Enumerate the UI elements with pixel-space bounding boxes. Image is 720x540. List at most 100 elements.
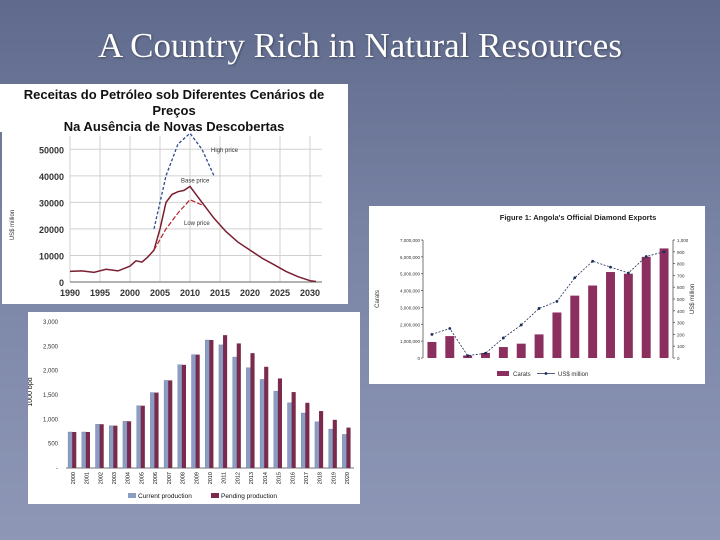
carats-bar <box>570 295 580 358</box>
y-tick-label: 4,000,000 <box>400 289 421 294</box>
usd-point <box>555 299 559 303</box>
legend-swatch-current <box>128 493 136 498</box>
current-production-bar <box>218 344 224 469</box>
carats-bar <box>552 312 562 358</box>
y-axis-label: US$ million <box>10 210 16 240</box>
carats-bar <box>641 256 651 358</box>
y-tick-label: 1,000 <box>43 417 59 423</box>
x-tick-label: 2030 <box>300 288 320 298</box>
y-tick-label: 6,000,000 <box>400 255 421 260</box>
series-annotation: Base price <box>181 178 210 184</box>
pending-production-bar <box>72 431 77 468</box>
y2-tick-label: 300 <box>677 321 685 326</box>
oil-production-chart: - 500 1,000 1,500 2,000 2,500 3,000 1000 bpd 200… <box>28 320 354 500</box>
usd-point <box>662 250 666 254</box>
current-production-bar <box>301 412 306 469</box>
y2-tick-label: 900 <box>677 250 685 255</box>
current-production-bar <box>109 425 114 469</box>
legend-label-usd: US$ million <box>558 372 588 378</box>
pending-production-bar <box>291 392 296 468</box>
pending-production-bar <box>264 366 269 468</box>
current-production-bar <box>163 380 169 469</box>
y-axis-label: 1000 bpd <box>28 377 34 406</box>
x-tick-label: 1990 <box>60 288 80 298</box>
y2-tick-label: 800 <box>677 262 685 267</box>
current-production-bar <box>95 424 100 469</box>
y-tick-label: 7,000,000 <box>400 238 421 243</box>
y-tick-label: 3,000,000 <box>400 305 421 310</box>
y-tick-label: 20000 <box>39 225 64 235</box>
x-tick-label: 2010 <box>208 472 214 484</box>
chart-title: Figure 1: Angola's Official Diamond Expo… <box>500 213 657 222</box>
current-production-bar <box>232 356 237 469</box>
carats-bar <box>534 334 544 358</box>
x-tick-label: 2017 <box>304 472 310 484</box>
x-tick-label: 1995 <box>90 288 110 298</box>
series-line-low-price <box>153 198 203 251</box>
y2-tick-label: 600 <box>677 285 685 290</box>
usd-point <box>466 354 470 358</box>
x-tick-label: 2000 <box>120 288 140 298</box>
x-tick-label: 2018 <box>318 472 324 484</box>
pending-production-bar <box>332 419 337 468</box>
carats-bar <box>481 352 490 358</box>
current-production-bar <box>150 392 155 469</box>
y2-axis-label: US$ million <box>690 284 696 314</box>
usd-point <box>537 307 541 310</box>
legend-swatch-pending <box>211 493 219 498</box>
pending-production-bar <box>277 378 282 468</box>
usd-point <box>609 265 612 269</box>
pending-production-bar <box>236 343 241 468</box>
pending-production-bar <box>113 425 118 468</box>
y-tick-label: 40000 <box>39 172 64 182</box>
y-tick-label: 1,000,000 <box>400 339 421 344</box>
pending-production-bar <box>319 411 324 468</box>
carats-bar <box>623 273 633 358</box>
caption-line-3: Na Ausência de Novas Descobertas <box>63 119 285 134</box>
current-production-bar <box>314 421 320 469</box>
usd-point <box>591 259 595 263</box>
pending-production-bar <box>195 354 200 468</box>
current-production-bar <box>136 405 141 469</box>
usd-point <box>501 336 505 340</box>
legend-label-pending: Pending production <box>221 493 277 500</box>
carats-bar <box>606 272 615 358</box>
oil-revenue-panel: 0 10000 20000 30000 40000 50000 1990 1995 2000 20… <box>2 132 348 304</box>
legend-label-carats: Carats <box>513 372 531 378</box>
current-production-bar <box>205 339 210 469</box>
y2-tick-label: 700 <box>677 273 685 278</box>
y2-tick-label: 200 <box>677 332 685 337</box>
carats-bar <box>427 341 437 358</box>
oil-revenue-chart: 0 10000 20000 30000 40000 50000 1990 1995 2000 20… <box>10 132 322 298</box>
y2-tick-label: 400 <box>677 309 685 314</box>
pending-production-bar <box>168 380 173 468</box>
x-tick-label: 2013 <box>249 472 255 484</box>
x-tick-label: 2016 <box>290 472 296 484</box>
current-production-bar <box>273 390 279 469</box>
pending-production-bar <box>223 335 228 468</box>
carats-bar <box>445 336 455 358</box>
pending-production-bar <box>346 427 351 468</box>
current-production-bar <box>328 428 333 469</box>
current-production-bar <box>67 431 73 469</box>
x-tick-label: 2002 <box>98 472 104 484</box>
usd-point <box>644 255 648 258</box>
x-tick-label: 2020 <box>345 472 351 484</box>
y2-tick-label: 1,000 <box>677 238 689 243</box>
current-production-bar <box>287 402 292 469</box>
current-production-bar <box>177 364 183 469</box>
pending-production-bar <box>250 353 255 468</box>
oil-revenue-caption: Receitas do Petróleo sob Diferentes Cená… <box>0 84 348 134</box>
pending-production-bar <box>209 340 214 468</box>
usd-point <box>430 333 434 336</box>
y2-tick-label: 100 <box>677 344 685 349</box>
series-annotation: Low price <box>184 221 210 227</box>
series-annotation: High price <box>211 148 239 154</box>
y-tick-label: 2,000 <box>43 369 59 375</box>
x-tick-label: 2010 <box>180 288 200 298</box>
y-tick-label: 2,000,000 <box>400 322 421 327</box>
x-tick-label: 2001 <box>85 472 91 484</box>
y-tick-label: 30000 <box>39 198 64 208</box>
current-production-bar <box>246 367 251 469</box>
x-tick-label: 2004 <box>126 472 132 484</box>
